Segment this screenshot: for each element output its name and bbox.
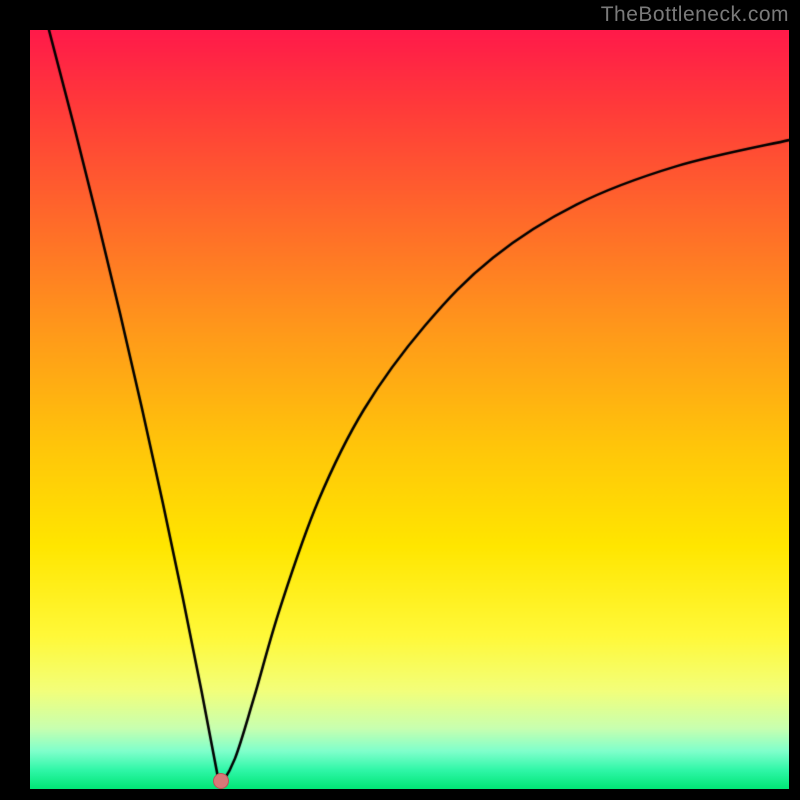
vertex-marker [213, 773, 229, 789]
plot-area [30, 30, 789, 789]
curve-layer [30, 30, 789, 789]
bottleneck-chart: TheBottleneck.com [0, 0, 800, 800]
watermark-label: TheBottleneck.com [601, 3, 789, 27]
